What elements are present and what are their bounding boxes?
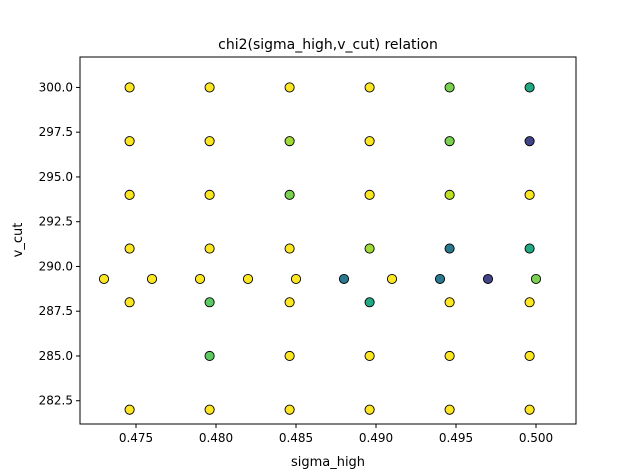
data-point bbox=[524, 404, 535, 415]
data-point bbox=[124, 136, 135, 147]
data-point bbox=[204, 404, 215, 415]
data-point bbox=[524, 189, 535, 200]
y-axis-label: v_cut bbox=[11, 223, 26, 258]
data-point bbox=[434, 273, 446, 285]
data-point bbox=[524, 350, 535, 362]
data-point bbox=[124, 189, 135, 200]
data-point bbox=[204, 243, 215, 254]
data-point bbox=[444, 297, 455, 308]
data-point bbox=[284, 297, 295, 308]
data-point bbox=[204, 82, 215, 93]
y-tick-label: 292.5 bbox=[39, 215, 73, 229]
data-point bbox=[124, 82, 135, 93]
data-point bbox=[284, 243, 295, 254]
data-point bbox=[364, 189, 375, 200]
y-tick-label: 285.0 bbox=[39, 349, 73, 363]
y-tick-label: 287.5 bbox=[39, 304, 73, 318]
data-point bbox=[124, 404, 135, 415]
data-point bbox=[444, 404, 455, 415]
y-tick-label: 297.5 bbox=[39, 125, 73, 139]
x-tick-label: 0.480 bbox=[199, 431, 233, 445]
data-point bbox=[482, 273, 494, 285]
data-point bbox=[284, 404, 295, 415]
data-point bbox=[146, 273, 158, 285]
data-point bbox=[338, 273, 350, 285]
data-point bbox=[524, 82, 535, 93]
chart-title: chi2(sigma_high,v_cut) relation bbox=[218, 37, 438, 53]
x-tick-label: 0.500 bbox=[519, 431, 553, 445]
y-tick-label: 282.5 bbox=[39, 394, 73, 408]
data-point bbox=[204, 350, 215, 362]
data-point bbox=[98, 273, 110, 285]
data-point bbox=[364, 82, 375, 93]
plot-frame bbox=[79, 56, 577, 425]
y-tick-label: 290.0 bbox=[39, 259, 73, 273]
data-point bbox=[444, 82, 455, 93]
data-point bbox=[444, 189, 455, 200]
data-point bbox=[204, 136, 215, 147]
data-point bbox=[290, 273, 302, 285]
y-tick-label: 295.0 bbox=[39, 170, 73, 184]
data-point bbox=[364, 350, 375, 362]
data-point bbox=[284, 189, 295, 200]
x-tick-label: 0.475 bbox=[119, 431, 153, 445]
y-tick-label: 300.0 bbox=[39, 80, 73, 94]
data-point bbox=[524, 297, 535, 308]
plot-area bbox=[80, 57, 576, 424]
y-axis-ticks: 282.5 285.0 287.5 290.0 292.5 295.0 297.5 300.0 bbox=[39, 80, 80, 408]
data-point bbox=[444, 136, 455, 147]
data-point bbox=[524, 243, 535, 254]
data-point bbox=[124, 297, 135, 308]
data-point bbox=[524, 136, 535, 147]
data-points bbox=[98, 82, 542, 415]
data-point bbox=[124, 243, 135, 254]
data-point bbox=[386, 273, 398, 285]
data-point bbox=[364, 404, 375, 415]
data-point bbox=[204, 189, 215, 200]
x-axis-ticks: 0.475 0.480 0.485 0.490 0.495 0.500 bbox=[119, 424, 553, 445]
x-tick-label: 0.490 bbox=[359, 431, 393, 445]
x-axis-label: sigma_high bbox=[291, 455, 365, 470]
data-point bbox=[242, 273, 254, 285]
data-point bbox=[364, 297, 375, 308]
data-point bbox=[364, 136, 375, 147]
data-point bbox=[444, 350, 455, 362]
data-point bbox=[284, 350, 295, 362]
data-point bbox=[284, 82, 295, 93]
data-point bbox=[284, 136, 295, 147]
data-point bbox=[204, 297, 215, 308]
x-tick-label: 0.485 bbox=[279, 431, 313, 445]
x-tick-label: 0.495 bbox=[439, 431, 473, 445]
data-point bbox=[444, 243, 455, 254]
data-point bbox=[530, 273, 542, 285]
data-point bbox=[364, 243, 375, 254]
data-point bbox=[194, 273, 206, 285]
